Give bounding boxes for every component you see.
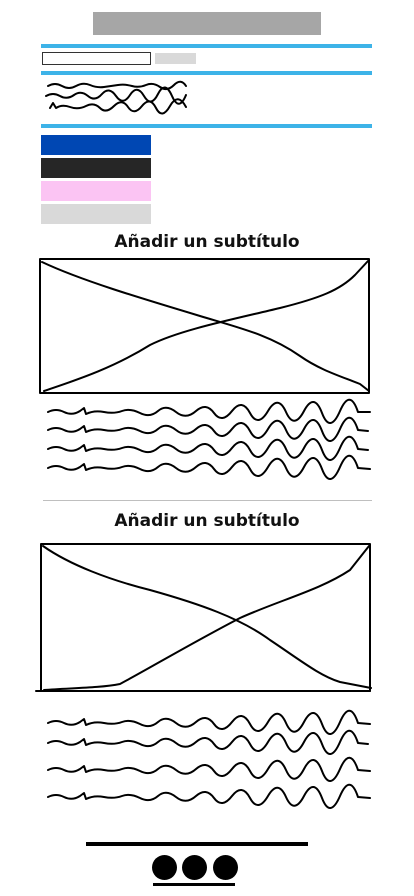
header-divider-middle (41, 71, 372, 75)
section-1-scribble-text (47, 398, 371, 480)
menu-dot-3[interactable] (213, 855, 238, 880)
swatch-light-gray[interactable] (41, 204, 151, 224)
menu-dot-2[interactable] (182, 855, 207, 880)
image-placeholder-1[interactable] (39, 258, 370, 394)
header-divider-top (41, 44, 372, 48)
footer-underline (153, 883, 235, 886)
title-bar (93, 12, 321, 35)
section-1-subtitle: Añadir un subtítulo (114, 232, 300, 252)
header-scribble-text (45, 80, 187, 115)
search-button[interactable] (155, 53, 196, 64)
search-input[interactable] (42, 52, 151, 65)
swatch-pink[interactable] (41, 181, 151, 201)
section-2-subtitle: Añadir un subtítulo (114, 511, 300, 531)
swatch-blue[interactable] (41, 135, 151, 155)
header-divider-bottom (41, 124, 372, 128)
image-placeholder-2[interactable] (35, 543, 372, 692)
swatch-dark[interactable] (41, 158, 151, 178)
menu-dot-1[interactable] (152, 855, 177, 880)
section-divider (43, 500, 372, 501)
footer-bar (86, 842, 308, 846)
section-2-scribble-text (47, 709, 371, 809)
